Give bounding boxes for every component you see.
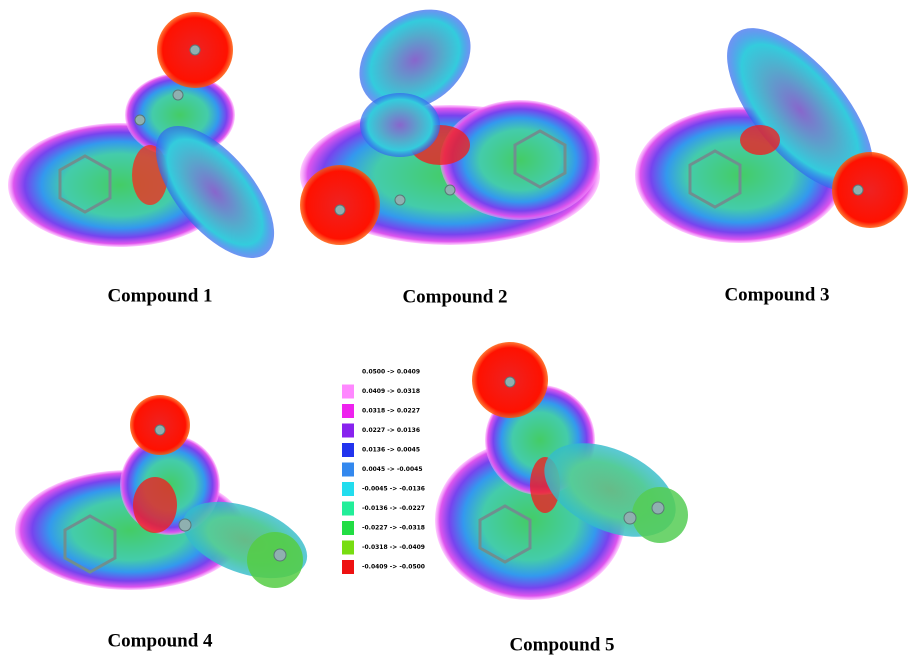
- legend-swatch: [342, 502, 354, 516]
- legend-swatch: [342, 365, 354, 379]
- figure-canvas: 0.0500 -> 0.0409 0.0409 -> 0.0318 0.0318 -…: [0, 0, 910, 660]
- legend-label: 0.0318 -> 0.0227: [362, 408, 420, 415]
- legend-swatch: [342, 385, 354, 399]
- legend-label: 0.0409 -> 0.0318: [362, 388, 420, 395]
- compound-3-map: [635, 4, 908, 243]
- legend-label: 0.0500 -> 0.0409: [362, 369, 420, 376]
- legend-label: -0.0227 -> -0.0318: [362, 525, 425, 532]
- legend-label: -0.0136 -> -0.0227: [362, 505, 425, 512]
- compound-2-map: [300, 0, 600, 245]
- compound-label: Compound 4: [107, 630, 213, 651]
- legend-label: 0.0136 -> 0.0045: [362, 447, 420, 454]
- legend-label: -0.0045 -> -0.0136: [362, 486, 425, 493]
- legend-label: 0.0227 -> 0.0136: [362, 427, 420, 434]
- legend-swatch: [342, 404, 354, 418]
- legend-swatch: [342, 443, 354, 457]
- legend-swatch: [342, 424, 354, 438]
- legend-swatch: [342, 541, 354, 555]
- compound-1-map: [8, 12, 296, 278]
- legend-swatch: [342, 560, 354, 574]
- compound-5-map: [435, 342, 690, 600]
- legend-swatch: [342, 482, 354, 496]
- compound-label: Compound 1: [107, 285, 212, 306]
- compound-label: Compound 3: [724, 284, 829, 305]
- legend-label: -0.0409 -> -0.0500: [362, 564, 425, 571]
- legend-swatch: [342, 521, 354, 535]
- compound-label: Compound 2: [402, 286, 507, 307]
- legend-label: -0.0318 -> -0.0409: [362, 544, 425, 551]
- compound-4-map: [15, 395, 317, 593]
- figure: 0.0500 -> 0.0409 0.0409 -> 0.0318 0.0318 -…: [0, 0, 910, 660]
- legend-label: 0.0045 -> -0.0045: [362, 466, 423, 473]
- compound-label: Compound 5: [509, 634, 614, 655]
- legend-swatch: [342, 463, 354, 477]
